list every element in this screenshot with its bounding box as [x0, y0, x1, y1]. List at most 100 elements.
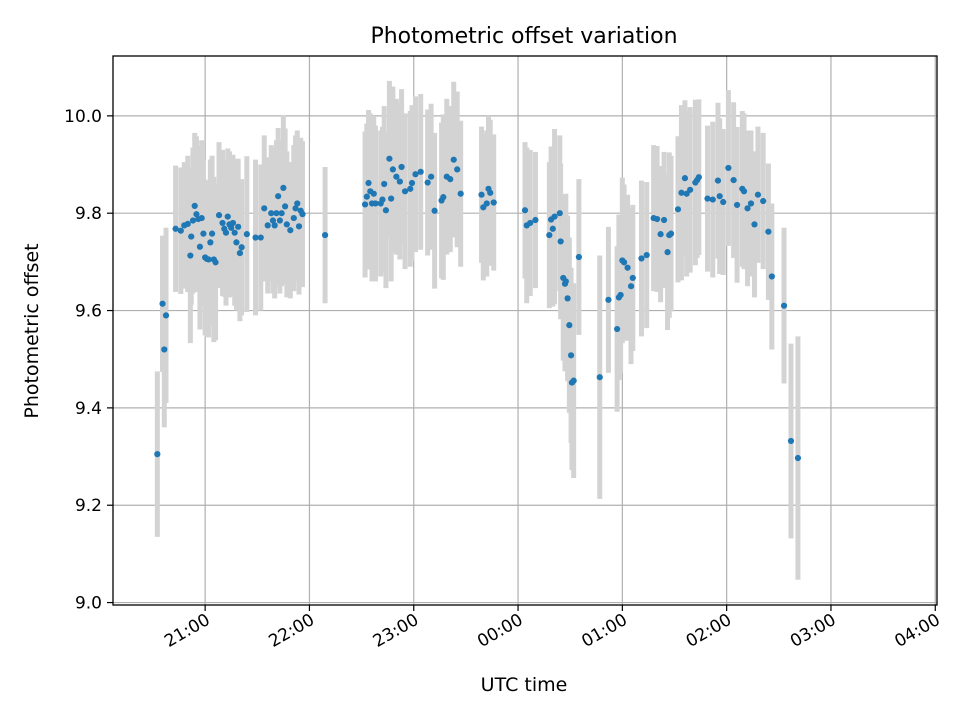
data-point	[205, 256, 212, 263]
data-point	[159, 300, 166, 307]
data-point	[521, 207, 529, 214]
data-point	[200, 230, 207, 237]
data-point	[417, 168, 424, 175]
data-point	[278, 210, 285, 217]
data-point	[287, 227, 294, 234]
data-point	[222, 229, 230, 236]
data-point	[483, 200, 490, 207]
data-point	[527, 219, 534, 227]
data-point	[389, 166, 396, 173]
data-point	[605, 296, 612, 303]
data-point	[440, 194, 447, 201]
data-point	[238, 244, 245, 251]
data-point	[224, 213, 231, 220]
data-point	[243, 231, 250, 238]
data-point	[695, 174, 702, 181]
data-point	[161, 346, 168, 353]
data-point	[393, 173, 400, 180]
data-point	[212, 259, 219, 266]
data-point	[412, 171, 419, 178]
data-point	[280, 184, 287, 191]
data-point	[191, 202, 198, 210]
data-point	[382, 207, 390, 214]
data-point	[231, 229, 238, 236]
data-point	[252, 234, 259, 241]
data-point	[657, 231, 664, 238]
data-point	[398, 163, 405, 171]
chart-title: Photometric offset variation	[370, 24, 677, 49]
data-point	[720, 198, 727, 206]
data-point	[454, 166, 461, 173]
data-point	[290, 214, 297, 222]
data-point	[193, 211, 200, 218]
data-point	[575, 253, 582, 261]
y-tick-label: 9.2	[75, 496, 102, 516]
data-point	[370, 190, 377, 197]
data-point	[363, 193, 370, 200]
data-point	[233, 239, 240, 246]
data-point	[235, 223, 242, 230]
data-point	[765, 228, 772, 235]
data-point	[760, 197, 767, 205]
data-point	[562, 278, 569, 285]
data-point	[208, 230, 216, 237]
y-axis: 9.0 9.2 9.4 9.6 9.8 10.0	[64, 107, 113, 614]
data-point	[740, 188, 748, 195]
data-point	[401, 188, 409, 195]
data-point	[751, 221, 758, 228]
data-point	[754, 191, 762, 198]
data-point	[228, 224, 235, 231]
data-point	[386, 155, 393, 162]
data-point	[532, 216, 539, 224]
data-point	[557, 238, 564, 245]
data-point	[365, 179, 372, 187]
data-point	[188, 233, 195, 240]
plot-frame	[112, 55, 938, 606]
data-point	[596, 374, 603, 381]
data-point	[450, 156, 457, 163]
data-point	[564, 295, 571, 302]
data-point	[276, 217, 283, 224]
y-tick-label: 9.8	[75, 204, 102, 224]
data-point	[638, 255, 645, 262]
data-point	[275, 193, 282, 200]
data-point	[546, 232, 553, 239]
data-point	[154, 451, 161, 458]
data-point	[189, 217, 197, 224]
data-point	[674, 206, 682, 213]
data-point	[447, 176, 454, 183]
data-point	[431, 207, 438, 214]
data-point	[617, 291, 624, 299]
data-point	[408, 179, 416, 187]
data-point	[629, 274, 636, 282]
data-point	[184, 220, 191, 228]
data-point	[299, 211, 306, 218]
data-point	[396, 178, 403, 185]
data-point	[681, 175, 689, 182]
data-point	[566, 322, 573, 329]
data-point	[794, 454, 802, 462]
data-point	[219, 219, 226, 227]
data-point	[624, 264, 631, 271]
y-tick-label: 10.0	[64, 107, 102, 127]
data-point	[321, 232, 329, 239]
data-point	[620, 259, 628, 266]
data-point	[744, 205, 751, 212]
data-point	[747, 200, 755, 207]
data-point	[424, 179, 431, 186]
data-point	[567, 352, 575, 359]
data-point	[271, 222, 278, 229]
data-point	[207, 239, 214, 246]
data-point	[614, 325, 621, 333]
data-point	[627, 283, 635, 290]
data-point	[556, 210, 563, 217]
data-point	[725, 164, 732, 172]
data-point	[379, 196, 386, 203]
data-point	[428, 173, 435, 180]
data-point	[177, 227, 184, 234]
data-point	[768, 273, 775, 280]
data-point	[787, 437, 795, 445]
y-axis-label: Photometric offset	[21, 243, 43, 418]
data-point	[730, 177, 737, 184]
